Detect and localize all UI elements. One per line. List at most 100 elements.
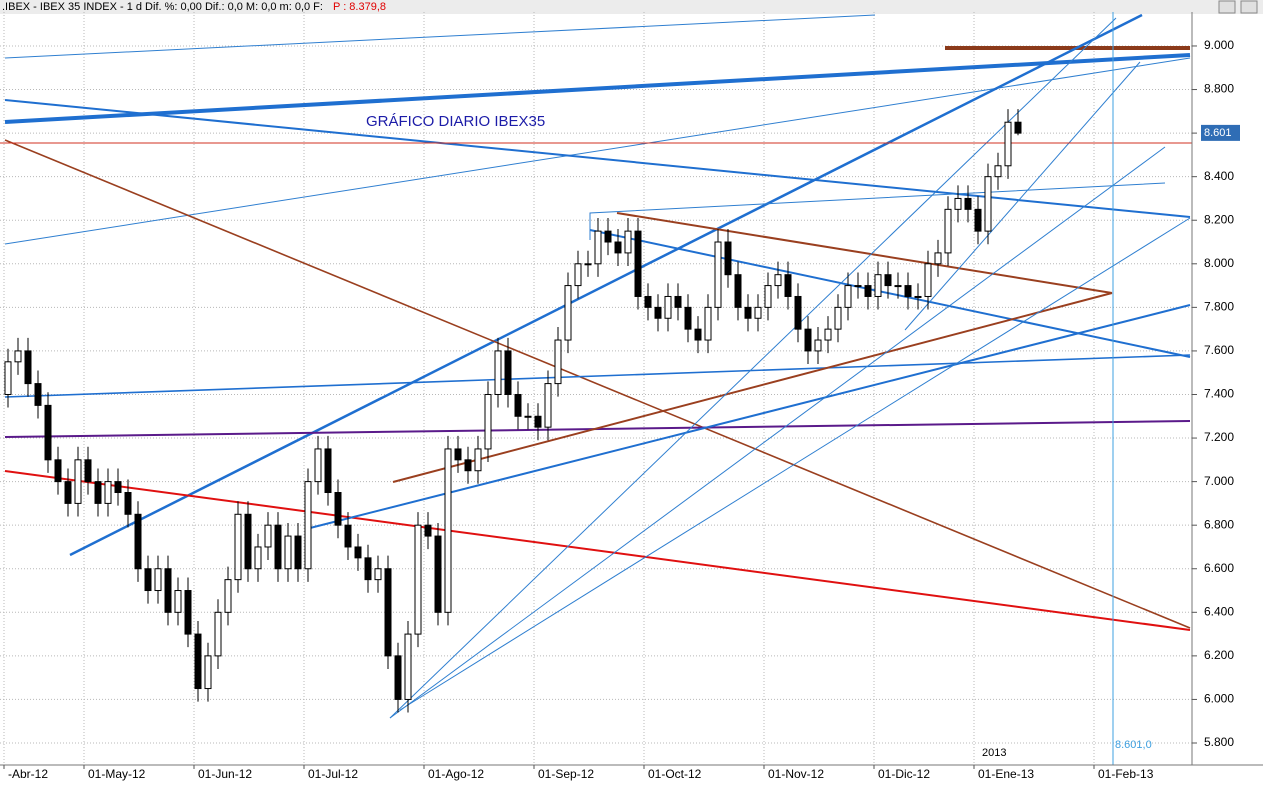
year-label: 2013 (982, 747, 1006, 759)
candle-body (514, 393, 522, 417)
candle-body (414, 524, 422, 635)
candle-body (174, 590, 182, 613)
candle-body (914, 295, 922, 298)
candle-body (54, 459, 62, 483)
y-tick-label: 7.000 (1204, 474, 1234, 488)
y-tick-label: 7.400 (1204, 387, 1234, 401)
trendline (389, 17, 1117, 719)
candle-body (884, 274, 892, 287)
candle-body (504, 350, 512, 395)
y-tick-label: 6.000 (1204, 692, 1234, 706)
candle-body (714, 241, 722, 308)
candle-body (674, 295, 682, 308)
candle-body (124, 492, 132, 515)
candle-body (234, 513, 242, 581)
candle-body (774, 274, 782, 287)
candle-body (454, 448, 462, 461)
candle-body (364, 557, 372, 581)
candle-body (244, 513, 252, 570)
trendline (4, 354, 1191, 398)
candle-body (334, 492, 342, 526)
y-tick-label: 8.200 (1204, 212, 1234, 226)
candle-body (1014, 121, 1022, 134)
candle-body (554, 339, 562, 385)
candle-body (574, 263, 582, 287)
candle-body (794, 295, 802, 330)
candle-body (444, 448, 452, 613)
candle-body (94, 481, 102, 504)
y-tick-label: 8.000 (1204, 256, 1234, 270)
candle-body (804, 328, 812, 352)
candle-body (214, 611, 222, 657)
candle-body (874, 274, 882, 297)
candle-body (34, 383, 42, 406)
candle-body (994, 165, 1002, 178)
candle-body (544, 383, 552, 428)
axes: 5.800 6.000 6.200 6.400 6.600 6.800 7.000 7.200… (3, 38, 1240, 781)
candle-body (354, 546, 362, 559)
candle-body (644, 295, 652, 308)
y-tick-label: 8.400 (1204, 169, 1234, 183)
candle-body (904, 285, 912, 297)
chart-title: GRÁFICO DIARIO IBEX35 (366, 113, 545, 130)
x-tick-label: 01-Dic-12 (878, 767, 930, 781)
last-price-tag (1201, 124, 1240, 141)
candle-body (104, 481, 112, 504)
candle-body (474, 448, 482, 472)
candle-body (24, 350, 32, 385)
x-tick-label: 01-May-12 (88, 767, 146, 781)
candle-body (224, 579, 232, 613)
candle-body (464, 459, 472, 472)
x-tick-label: 01-Ene-13 (978, 767, 1034, 781)
candle-body (984, 176, 992, 232)
trendline (69, 13, 1143, 557)
candle-body (564, 285, 572, 341)
candle-body (164, 568, 172, 613)
candle-body (944, 208, 952, 254)
candle-body (374, 568, 382, 581)
last-price-label: 8.601 (1204, 127, 1232, 139)
candle-body (254, 546, 262, 570)
close-button[interactable] (1240, 0, 1258, 14)
candle-body (114, 481, 122, 494)
y-tick-label: 6.200 (1204, 648, 1234, 662)
candle-body (614, 241, 622, 254)
header-bar (0, 0, 1263, 14)
candle-body (864, 285, 872, 297)
y-tick-label: 7.800 (1204, 300, 1234, 314)
trendline (4, 99, 1191, 218)
candle-body (654, 306, 662, 319)
candle-body (954, 197, 962, 210)
trendline (616, 212, 1113, 294)
candles (4, 109, 1022, 713)
header-price: P : 8.379,8 (333, 1, 386, 13)
x-tick-label: 01-Jul-12 (308, 767, 358, 781)
candle-body (274, 524, 282, 570)
candle-body (724, 241, 732, 276)
candle-body (4, 361, 12, 395)
candle-body (814, 339, 822, 352)
y-tick-label: 6.400 (1204, 604, 1234, 618)
candle-body (824, 328, 832, 341)
candle-body (764, 285, 772, 308)
candle-body (284, 535, 292, 570)
candle-body (634, 230, 642, 297)
candle-body (974, 208, 982, 232)
x-tick-label: 01-Ago-12 (428, 767, 484, 781)
minimize-button[interactable] (1218, 0, 1236, 14)
candle-body (854, 285, 862, 288)
trendline (589, 229, 1191, 358)
y-tick-label: 6.600 (1204, 561, 1234, 575)
y-tick-label: 7.200 (1204, 430, 1234, 444)
candle-body (44, 404, 52, 461)
trendlines (0, 12, 1192, 765)
candle-body (924, 263, 932, 297)
trendline (389, 146, 1166, 719)
candle-body (784, 274, 792, 297)
x-tick-label: 01-Feb-13 (1098, 767, 1154, 781)
y-tick-label: 5.800 (1204, 735, 1234, 749)
candle-body (424, 524, 432, 537)
candle-body (894, 285, 902, 288)
candle-body (1004, 121, 1012, 167)
